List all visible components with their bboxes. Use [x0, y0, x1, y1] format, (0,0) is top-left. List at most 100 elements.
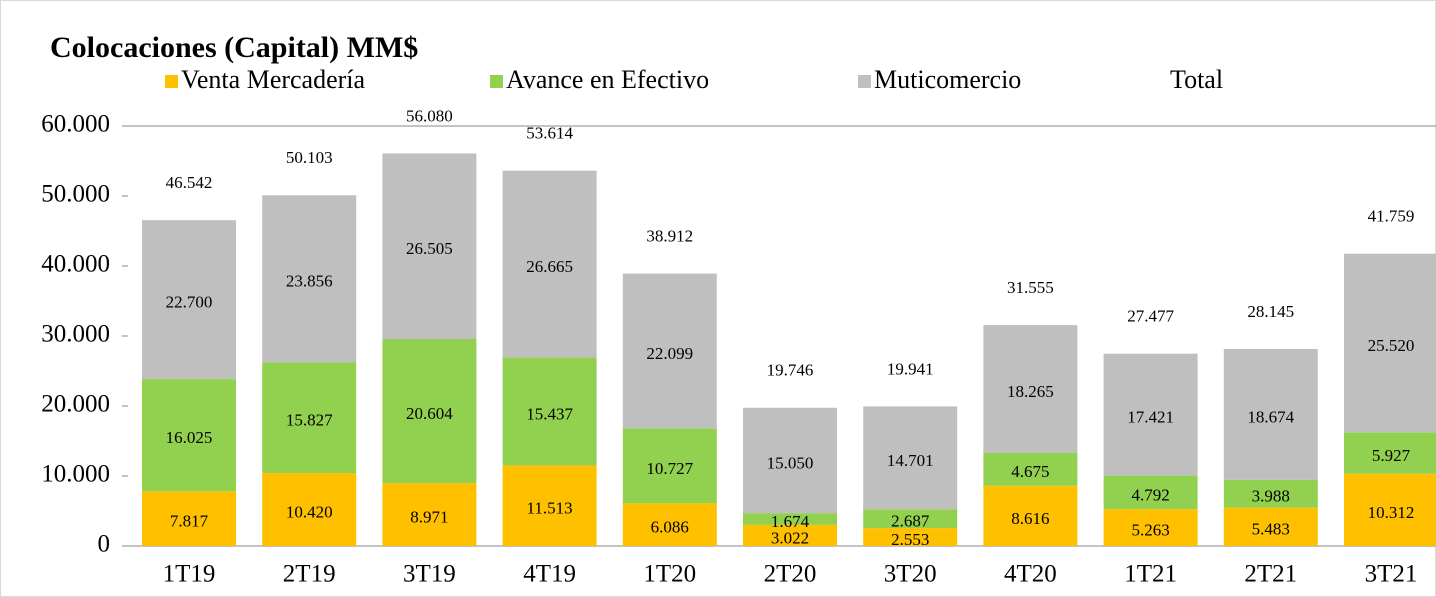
- y-tick-label: 30.000: [41, 321, 110, 348]
- bar-segment: [983, 325, 1078, 453]
- value-label: 3.022: [771, 528, 809, 547]
- value-label: 5.483: [1252, 520, 1290, 539]
- value-label: 26.505: [406, 239, 453, 258]
- value-label: 3.988: [1252, 487, 1290, 506]
- bar-segment: [1103, 475, 1198, 510]
- x-tick-label: 1T19: [163, 561, 216, 588]
- value-label: 22.700: [166, 293, 213, 312]
- bar-segment: [1223, 479, 1318, 508]
- bar-segment: [502, 170, 597, 358]
- bar-segment: [622, 273, 717, 429]
- value-label: 5.263: [1131, 520, 1169, 539]
- bar-segment: [983, 452, 1078, 486]
- value-label: 8.616: [1011, 509, 1049, 528]
- x-tick-label: 4T19: [523, 561, 576, 588]
- bar-segment: [142, 220, 236, 380]
- bar-segment: [1103, 353, 1198, 476]
- total-label: 41.759: [1368, 207, 1415, 226]
- value-label: 10.727: [646, 459, 693, 478]
- value-label: 4.675: [1011, 462, 1049, 481]
- value-label: 16.025: [166, 428, 213, 447]
- total-label: 50.103: [286, 148, 333, 167]
- bar-segment: [1344, 473, 1436, 546]
- legend-swatch: [858, 75, 871, 88]
- legend-label: Venta Mercadería: [181, 65, 366, 94]
- bar-segment: [1223, 348, 1318, 480]
- value-label: 1.674: [771, 512, 810, 531]
- bar-segment: [1344, 432, 1436, 474]
- bar-segment: [622, 428, 717, 504]
- value-label: 15.050: [767, 453, 814, 472]
- value-label: 23.856: [286, 272, 333, 291]
- total-label: 38.912: [646, 227, 693, 246]
- value-label: 25.520: [1368, 336, 1415, 355]
- y-tick-label: 50.000: [41, 181, 110, 208]
- bar-segment: [382, 338, 477, 484]
- x-tick-label: 2T20: [764, 561, 817, 588]
- x-tick-label: 3T21: [1365, 561, 1418, 588]
- x-tick-label: 3T20: [884, 561, 937, 588]
- y-tick-label: 40.000: [41, 251, 110, 278]
- value-label: 5.927: [1372, 446, 1411, 465]
- legend-label: Avance en Efectivo: [506, 65, 709, 94]
- legend-label: Muticomercio: [874, 65, 1021, 94]
- bar-segment: [743, 524, 837, 546]
- x-tick-label: 4T20: [1004, 561, 1057, 588]
- bar-segment: [622, 503, 717, 546]
- value-label: 18.674: [1247, 407, 1294, 426]
- x-tick-label: 3T19: [403, 561, 456, 588]
- y-tick-label: 10.000: [41, 461, 110, 488]
- total-label: 19.746: [767, 361, 814, 380]
- value-label: 8.971: [410, 508, 448, 527]
- value-label: 26.665: [526, 257, 573, 276]
- value-label: 15.827: [286, 411, 333, 430]
- total-label: 31.555: [1007, 278, 1054, 297]
- value-label: 4.792: [1131, 485, 1169, 504]
- value-label: 7.817: [170, 512, 209, 531]
- bar-segment: [502, 465, 597, 546]
- chart-title: Colocaciones (Capital) MM$: [50, 31, 418, 64]
- bar-segment: [382, 483, 477, 546]
- legend-label: Total: [1170, 65, 1223, 94]
- value-label: 11.513: [527, 499, 573, 518]
- bar-segment: [743, 407, 837, 514]
- y-tick-label: 60.000: [41, 111, 110, 138]
- legend-swatch: [165, 75, 178, 88]
- x-tick-label: 2T19: [283, 561, 336, 588]
- total-label: 53.614: [526, 124, 573, 143]
- bar-segment: [142, 491, 236, 546]
- total-label: 46.542: [166, 173, 213, 192]
- bar-segment: [863, 528, 958, 546]
- value-label: 6.086: [651, 518, 689, 537]
- bar-segment: [142, 379, 236, 492]
- value-label: 15.437: [526, 404, 573, 423]
- value-label: 10.420: [286, 502, 333, 521]
- x-tick-label: 2T21: [1244, 561, 1297, 588]
- bar-segment: [1344, 253, 1436, 433]
- bar-segment: [863, 509, 958, 529]
- value-label: 14.701: [887, 451, 934, 470]
- bar-segment: [502, 357, 597, 466]
- bar-segment: [983, 485, 1078, 546]
- x-tick-label: 1T20: [643, 561, 696, 588]
- bar-segment: [262, 195, 357, 363]
- total-label: 56.080: [406, 106, 453, 125]
- value-label: 10.312: [1368, 503, 1415, 522]
- y-tick-label: 0: [98, 531, 111, 558]
- value-label: 22.099: [646, 344, 693, 363]
- bar-segment: [1103, 509, 1198, 546]
- value-label: 17.421: [1127, 408, 1174, 427]
- bar-segment: [262, 362, 357, 474]
- legend-swatch: [490, 75, 503, 88]
- total-label: 27.477: [1127, 307, 1174, 326]
- value-label: 20.604: [406, 404, 453, 423]
- value-label: 2.687: [891, 512, 930, 531]
- bar-segment: [1223, 507, 1318, 546]
- bar-segment: [743, 513, 837, 525]
- bar-segment: [863, 406, 958, 510]
- value-label: 2.553: [891, 530, 929, 549]
- bar-segment: [382, 153, 477, 339]
- y-tick-label: 20.000: [41, 391, 110, 418]
- total-label: 28.145: [1247, 302, 1294, 321]
